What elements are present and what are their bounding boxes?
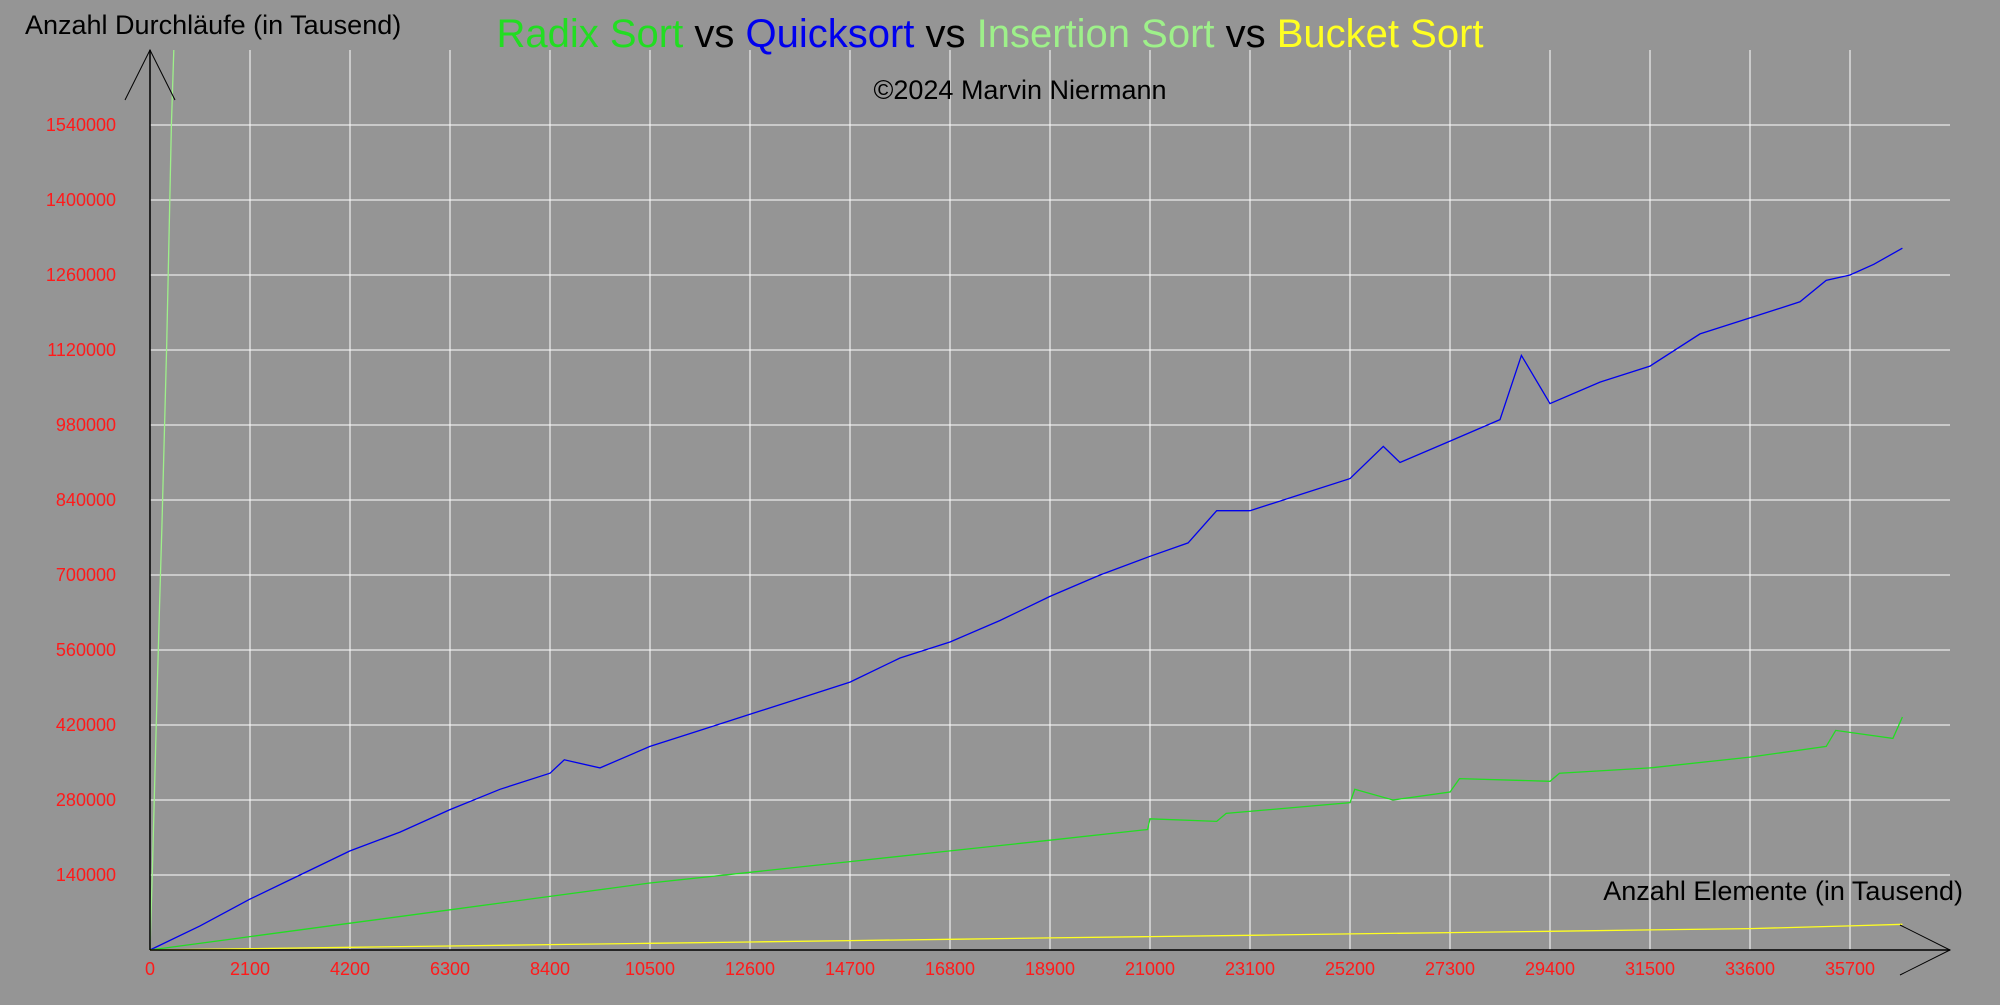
title-series-name: Quicksort: [745, 12, 914, 56]
y-tick-label: 140000: [56, 865, 116, 885]
x-axis-label: Anzahl Elemente (in Tausend): [1603, 876, 1963, 906]
y-axis-arrow: [124, 48, 176, 101]
series-line-quicksort: [149, 247, 1903, 951]
title-separator: vs: [683, 12, 745, 56]
title-separator: vs: [914, 12, 976, 56]
series-line-radix-sort: [149, 716, 1903, 951]
series-line-insertion-sort: [149, 49, 175, 951]
y-tick-label: 280000: [56, 790, 116, 810]
x-tick-label: 6300: [430, 959, 470, 979]
x-tick-label: 0: [145, 959, 155, 979]
y-tick-label: 560000: [56, 640, 116, 660]
x-tick-label: 10500: [625, 959, 675, 979]
x-tick-label: 25200: [1325, 959, 1375, 979]
axes: [124, 48, 1952, 976]
chart-title: Radix Sort vs Quicksort vs Insertion Sor…: [496, 12, 1483, 56]
x-axis-arrow: [1899, 924, 1952, 976]
x-tick-label: 2100: [230, 959, 270, 979]
y-tick-label: 980000: [56, 415, 116, 435]
x-tick-label: 21000: [1125, 959, 1175, 979]
x-tick-label: 18900: [1025, 959, 1075, 979]
tick-labels: 0 2100 4200 6300 8400 10500 12600 14700 16800 189…: [46, 115, 1875, 979]
x-tick-label: 16800: [925, 959, 975, 979]
y-tick-label: 700000: [56, 565, 116, 585]
x-tick-label: 35700: [1825, 959, 1875, 979]
series-line-bucket-sort: [149, 923, 1903, 951]
grid: [150, 50, 1950, 950]
x-tick-label: 14700: [825, 959, 875, 979]
title-series-name: Bucket Sort: [1277, 12, 1484, 56]
x-tick-label: 27300: [1425, 959, 1475, 979]
x-tick-label: 33600: [1725, 959, 1775, 979]
x-tick-label: 31500: [1625, 959, 1675, 979]
title-series-name: Radix Sort: [496, 12, 683, 56]
chart-subtitle: ©2024 Marvin Niermann: [873, 75, 1166, 105]
y-tick-label: 1120000: [47, 340, 116, 360]
y-tick-label: 420000: [56, 715, 116, 735]
x-tick-label: 8400: [530, 959, 570, 979]
y-axis-label: Anzahl Durchläufe (in Tausend): [25, 10, 401, 40]
x-tick-label: 29400: [1525, 959, 1575, 979]
series-group: [149, 49, 1903, 951]
y-tick-label: 1260000: [46, 265, 116, 285]
y-tick-label: 1540000: [46, 115, 116, 135]
x-tick-label: 4200: [330, 959, 370, 979]
x-tick-label: 23100: [1225, 959, 1275, 979]
title-series-name: Insertion Sort: [977, 12, 1215, 56]
x-tick-label: 12600: [725, 959, 775, 979]
y-tick-label: 1400000: [46, 190, 116, 210]
y-tick-label: 840000: [56, 490, 116, 510]
title-separator: vs: [1215, 12, 1277, 56]
